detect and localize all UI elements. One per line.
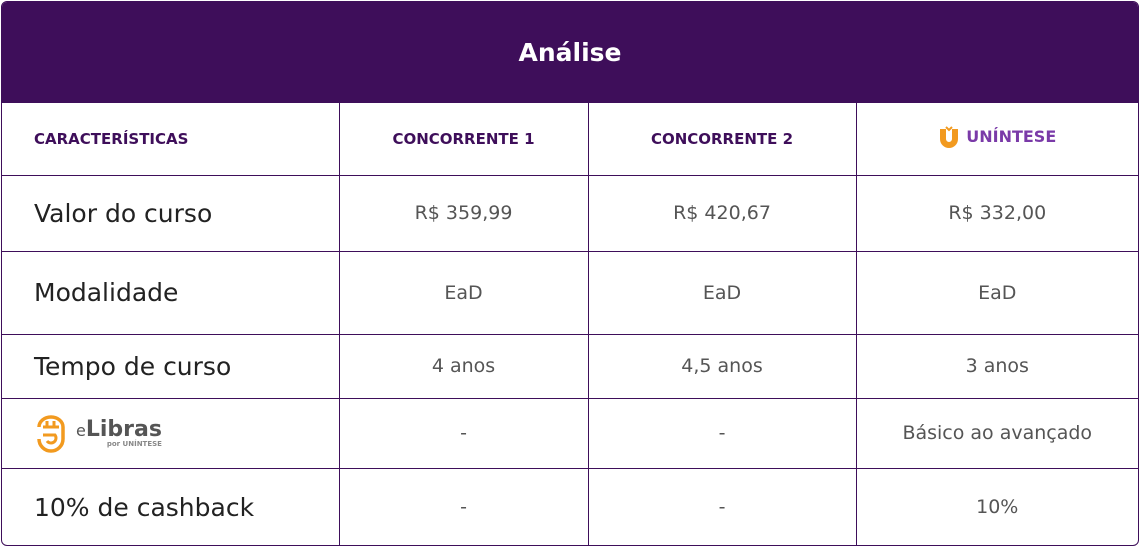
cell: EaD <box>338 250 589 335</box>
cell: EaD <box>587 250 857 335</box>
cell: R$ 420,67 <box>587 174 857 252</box>
cell: 3 anos <box>855 333 1138 399</box>
unintese-u-icon <box>940 126 959 148</box>
elibras-logo: eLibras por UNÍNTESE <box>34 413 339 453</box>
table-row: Valor do curso R$ 359,99 R$ 420,67 R$ 33… <box>2 174 1138 252</box>
table-header-row: CARACTERÍSTICAS CONCORRENTE 1 CONCORRENT… <box>2 103 1138 176</box>
cell: - <box>587 397 857 469</box>
cell: Básico ao avançado <box>855 397 1138 469</box>
header-unintese: UNÍNTESE <box>855 103 1138 176</box>
header-competitor-1: CONCORRENTE 1 <box>338 103 589 176</box>
cell: 4 anos <box>338 333 589 399</box>
cell: - <box>338 467 589 545</box>
table-title: Análise <box>2 2 1138 103</box>
cell: 4,5 anos <box>587 333 857 399</box>
cell: 10% <box>855 467 1138 545</box>
row-label: Tempo de curso <box>2 333 340 399</box>
table-row: eLibras por UNÍNTESE - - Básico ao avança… <box>2 397 1138 469</box>
header-characteristics: CARACTERÍSTICAS <box>2 103 340 176</box>
table-row: 10% de cashback - - 10% <box>2 467 1138 545</box>
cell: R$ 332,00 <box>855 174 1138 252</box>
row-label-elibras: eLibras por UNÍNTESE <box>2 397 340 469</box>
unintese-logo: UNÍNTESE <box>938 125 1056 149</box>
row-label: Valor do curso <box>2 174 340 252</box>
table-row: Tempo de curso 4 anos 4,5 anos 3 anos <box>2 333 1138 399</box>
row-label: Modalidade <box>2 250 340 335</box>
cell: - <box>338 397 589 469</box>
comparison-table: CARACTERÍSTICAS CONCORRENTE 1 CONCORRENT… <box>2 103 1138 545</box>
header-competitor-2: CONCORRENTE 2 <box>587 103 857 176</box>
elibras-hand-icon <box>37 415 65 453</box>
cell: - <box>587 467 857 545</box>
row-label: 10% de cashback <box>2 467 340 545</box>
cell: EaD <box>855 250 1138 335</box>
cell: R$ 359,99 <box>338 174 589 252</box>
table-row: Modalidade EaD EaD EaD <box>2 250 1138 335</box>
